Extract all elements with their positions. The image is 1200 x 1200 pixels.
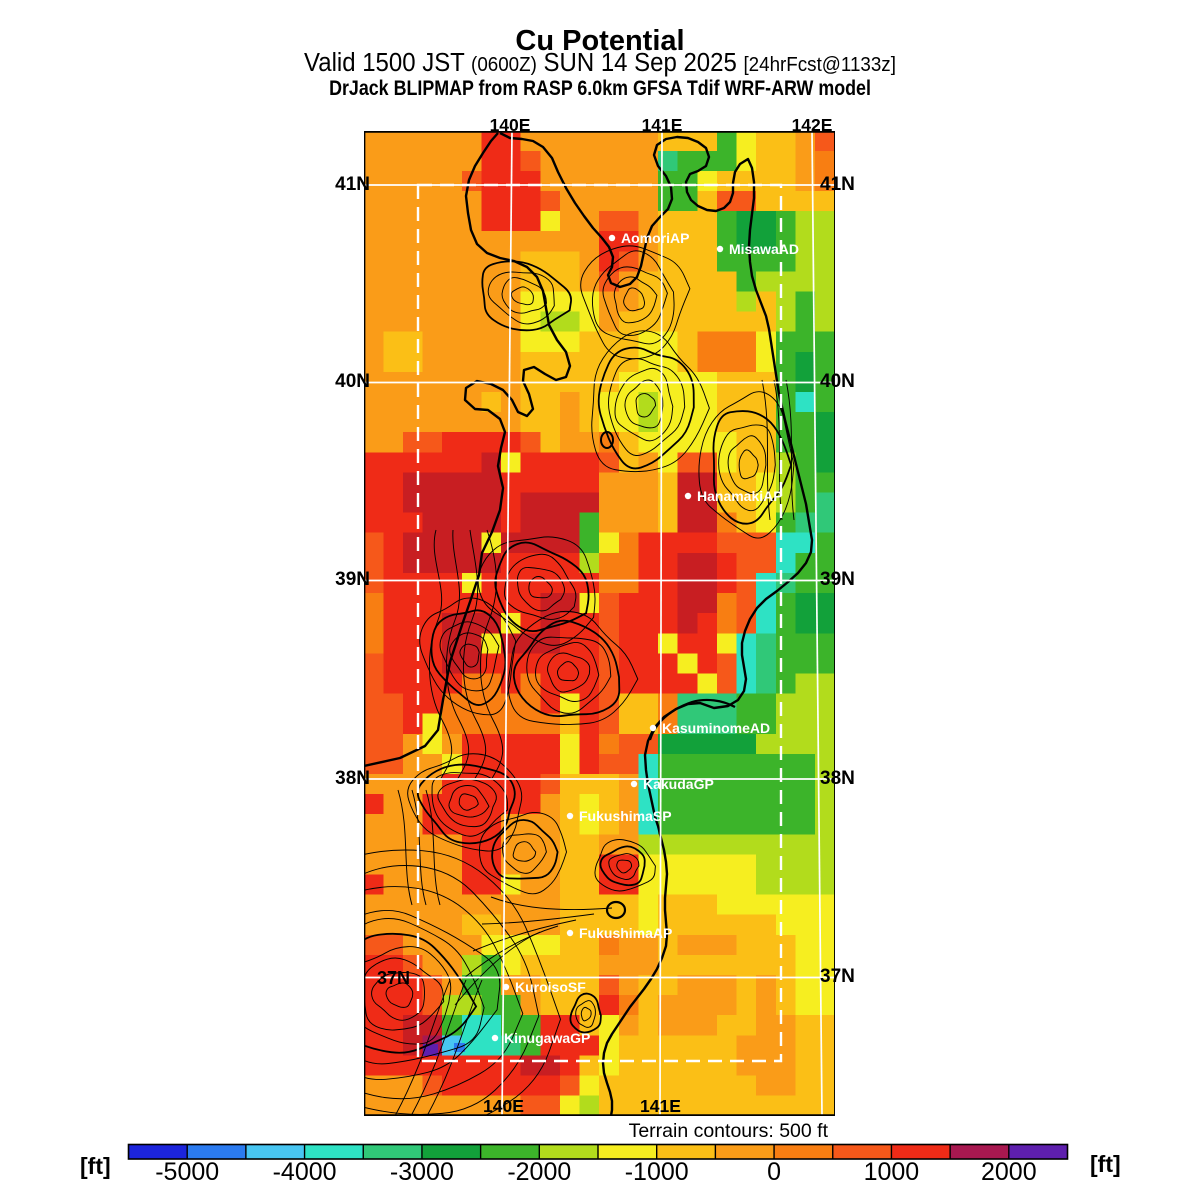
svg-text:KakudaGP: KakudaGP	[643, 776, 714, 792]
svg-text:140E: 140E	[483, 1096, 524, 1116]
svg-text:FukushimaAP: FukushimaAP	[579, 925, 672, 941]
svg-text:KinugawaGP: KinugawaGP	[504, 1030, 590, 1046]
svg-text:KasuminomeAD: KasuminomeAD	[662, 720, 770, 736]
svg-text:[ft]: [ft]	[1090, 1151, 1121, 1177]
svg-text:2000: 2000	[981, 1158, 1037, 1186]
svg-text:-3000: -3000	[390, 1158, 454, 1186]
svg-text:AomoriAP: AomoriAP	[621, 230, 689, 246]
svg-text:MisawaAD: MisawaAD	[729, 241, 799, 257]
svg-text:KuroisoSF: KuroisoSF	[515, 979, 586, 995]
svg-text:37N: 37N	[377, 968, 410, 988]
svg-text:-1000: -1000	[625, 1158, 689, 1186]
svg-text:-2000: -2000	[507, 1158, 571, 1186]
svg-text:FukushimaSP: FukushimaSP	[579, 808, 672, 824]
svg-text:-5000: -5000	[155, 1158, 219, 1186]
svg-text:HanamakiAP: HanamakiAP	[697, 488, 783, 504]
svg-text:1000: 1000	[864, 1158, 920, 1186]
svg-text:-4000: -4000	[273, 1158, 337, 1186]
svg-text:[ft]: [ft]	[80, 1153, 111, 1179]
svg-text:0: 0	[767, 1158, 781, 1186]
svg-text:141E: 141E	[640, 1096, 681, 1116]
